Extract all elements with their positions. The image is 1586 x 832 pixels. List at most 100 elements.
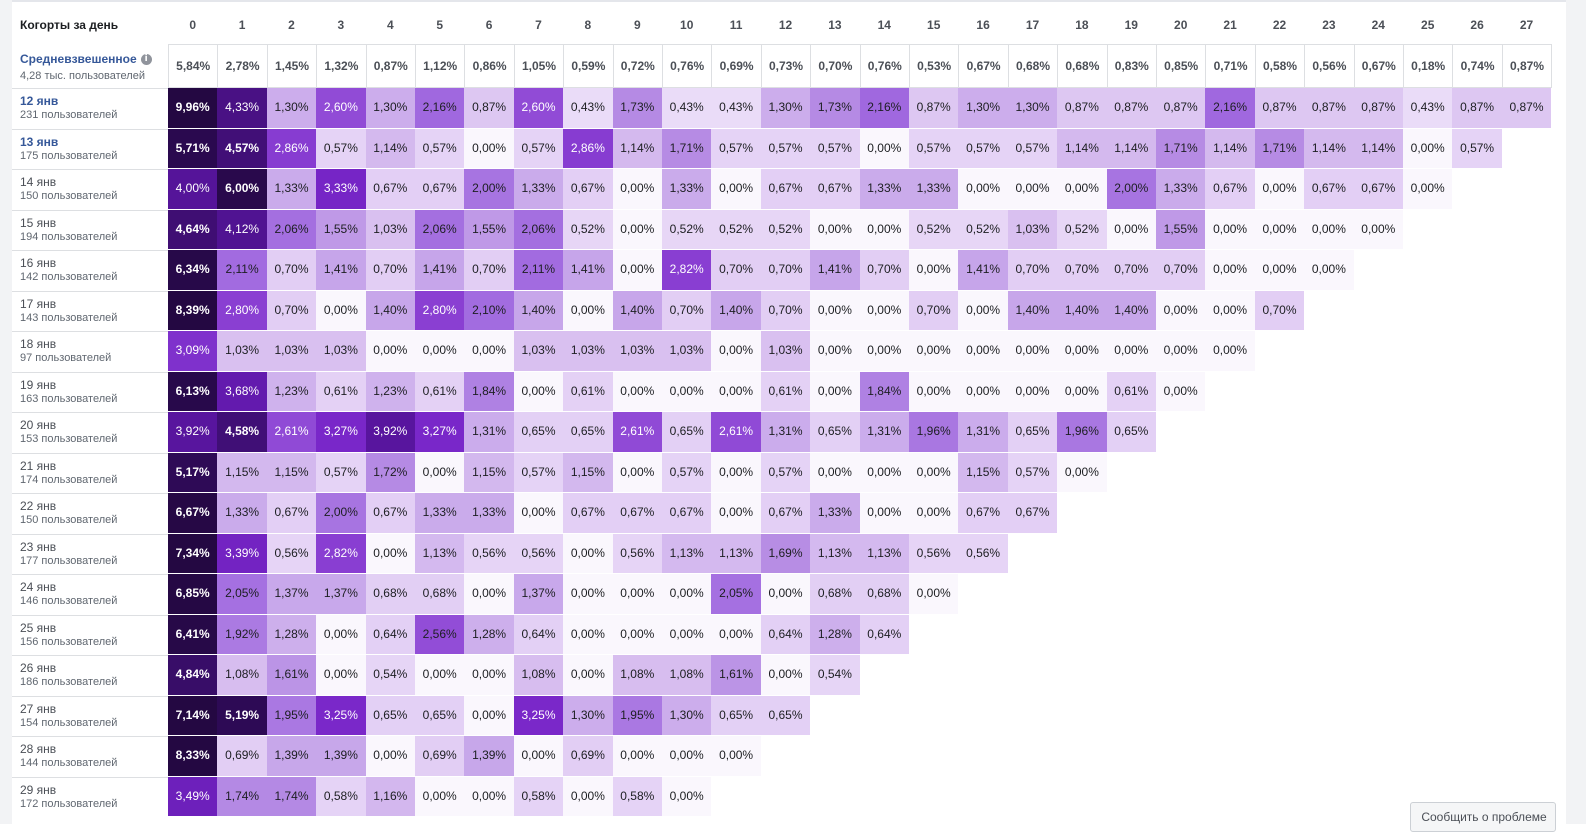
retention-cell[interactable]: 4,12%	[217, 209, 268, 250]
retention-cell[interactable]: 0,67%	[1007, 493, 1059, 534]
retention-cell[interactable]: 0,00%	[365, 331, 416, 372]
retention-cell[interactable]: 0,58%	[513, 776, 565, 817]
retention-cell[interactable]: 1,13%	[662, 533, 713, 574]
retention-cell[interactable]: 0,57%	[415, 128, 466, 169]
retention-cell[interactable]: 0,00%	[909, 493, 960, 534]
retention-cell[interactable]: 1,14%	[1205, 128, 1256, 169]
retention-cell[interactable]: 0,67%	[365, 493, 416, 534]
retention-cell[interactable]: 0,52%	[958, 209, 1009, 250]
retention-cell[interactable]: 2,06%	[415, 209, 466, 250]
retention-cell[interactable]: 1,03%	[662, 331, 713, 372]
retention-cell[interactable]: 1,28%	[464, 614, 515, 655]
retention-cell[interactable]: 2,82%	[316, 533, 367, 574]
retention-cell[interactable]: 0,00%	[760, 574, 812, 615]
retention-cell[interactable]: 2,86%	[266, 128, 318, 169]
retention-cell[interactable]: 3,68%	[217, 371, 268, 412]
retention-cell[interactable]: 0,00%	[365, 736, 416, 777]
retention-cell[interactable]: 3,92%	[168, 412, 219, 453]
retention-cell[interactable]: 1,03%	[760, 331, 812, 372]
retention-cell[interactable]: 1,14%	[1353, 128, 1404, 169]
retention-cell[interactable]: 1,69%	[760, 533, 812, 574]
retention-cell[interactable]: 5,19%	[217, 695, 268, 736]
retention-cell[interactable]: 0,00%	[612, 452, 663, 493]
retention-cell[interactable]: 0,00%	[464, 695, 515, 736]
retention-cell[interactable]: 0,52%	[711, 209, 762, 250]
retention-cell[interactable]: 0,70%	[266, 290, 318, 331]
retention-cell[interactable]: 1,92%	[217, 614, 268, 655]
retention-cell[interactable]: 3,25%	[316, 695, 367, 736]
retention-cell[interactable]: 0,67%	[760, 169, 812, 210]
retention-cell[interactable]: 1,71%	[1156, 128, 1207, 169]
retention-cell[interactable]: 0,58%	[612, 776, 663, 817]
retention-cell[interactable]: 2,00%	[316, 493, 367, 534]
retention-cell[interactable]: 0,57%	[513, 128, 565, 169]
retention-cell[interactable]: 0,00%	[612, 614, 663, 655]
retention-cell[interactable]: 0,56%	[464, 533, 515, 574]
retention-cell[interactable]: 2,60%	[513, 88, 565, 129]
retention-cell[interactable]: 1,30%	[1007, 88, 1059, 129]
retention-cell[interactable]: 2,61%	[711, 412, 762, 453]
retention-cell[interactable]: 0,87%	[1501, 88, 1553, 129]
retention-cell[interactable]: 1,61%	[266, 655, 318, 696]
retention-cell[interactable]: 0,00%	[958, 371, 1009, 412]
retention-cell[interactable]: 0,52%	[1057, 209, 1108, 250]
retention-cell[interactable]: 0,57%	[711, 128, 762, 169]
retention-cell[interactable]: 0,00%	[316, 655, 367, 696]
retention-cell[interactable]: 1,71%	[662, 128, 713, 169]
retention-cell[interactable]: 0,00%	[1156, 331, 1207, 372]
retention-cell[interactable]: 1,08%	[662, 655, 713, 696]
retention-cell[interactable]: 1,71%	[1254, 128, 1306, 169]
retention-cell[interactable]: 0,56%	[513, 533, 565, 574]
retention-cell[interactable]: 1,13%	[859, 533, 910, 574]
retention-cell[interactable]: 0,00%	[1007, 169, 1059, 210]
retention-cell[interactable]: 0,70%	[1106, 250, 1157, 291]
retention-cell[interactable]: 1,15%	[563, 452, 614, 493]
retention-cell[interactable]: 0,00%	[612, 371, 663, 412]
retention-cell[interactable]: 0,56%	[266, 533, 318, 574]
retention-cell[interactable]: 2,60%	[316, 88, 367, 129]
retention-cell[interactable]: 6,00%	[217, 169, 268, 210]
retention-cell[interactable]: 0,00%	[1254, 209, 1306, 250]
retention-cell[interactable]: 0,64%	[760, 614, 812, 655]
retention-cell[interactable]: 0,57%	[513, 452, 565, 493]
retention-cell[interactable]: 0,00%	[662, 371, 713, 412]
retention-cell[interactable]: 0,57%	[316, 452, 367, 493]
retention-cell[interactable]: 0,00%	[612, 169, 663, 210]
retention-cell[interactable]: 1,96%	[1057, 412, 1108, 453]
retention-cell[interactable]: 0,00%	[1057, 371, 1108, 412]
retention-cell[interactable]: 3,27%	[316, 412, 367, 453]
retention-cell[interactable]: 2,80%	[415, 290, 466, 331]
retention-cell[interactable]: 1,33%	[909, 169, 960, 210]
retention-cell[interactable]: 0,00%	[711, 169, 762, 210]
retention-cell[interactable]: 0,00%	[909, 452, 960, 493]
retention-cell[interactable]: 0,00%	[316, 290, 367, 331]
retention-cell[interactable]: 0,00%	[1205, 250, 1256, 291]
retention-cell[interactable]: 0,57%	[909, 128, 960, 169]
retention-cell[interactable]: 0,57%	[1452, 128, 1503, 169]
retention-cell[interactable]: 0,00%	[1254, 169, 1306, 210]
retention-cell[interactable]: 0,00%	[1205, 209, 1256, 250]
report-problem-button[interactable]: Сообщить о проблеме	[1410, 802, 1556, 832]
retention-cell[interactable]: 0,70%	[1057, 250, 1108, 291]
retention-cell[interactable]: 0,68%	[365, 574, 416, 615]
retention-cell[interactable]: 0,00%	[859, 128, 910, 169]
retention-cell[interactable]: 0,00%	[1205, 331, 1256, 372]
retention-cell[interactable]: 0,70%	[909, 290, 960, 331]
retention-cell[interactable]: 0,69%	[415, 736, 466, 777]
retention-cell[interactable]: 1,33%	[217, 493, 268, 534]
retention-cell[interactable]: 1,33%	[266, 169, 318, 210]
retention-cell[interactable]: 0,65%	[415, 695, 466, 736]
retention-cell[interactable]: 0,67%	[1205, 169, 1256, 210]
retention-cell[interactable]: 0,00%	[365, 533, 416, 574]
retention-cell[interactable]: 1,37%	[266, 574, 318, 615]
retention-cell[interactable]: 0,00%	[563, 574, 614, 615]
retention-cell[interactable]: 0,00%	[415, 452, 466, 493]
retention-cell[interactable]: 1,13%	[810, 533, 861, 574]
retention-cell[interactable]: 3,25%	[513, 695, 565, 736]
retention-cell[interactable]: 0,00%	[1057, 331, 1108, 372]
retention-cell[interactable]: 0,65%	[563, 412, 614, 453]
retention-cell[interactable]: 0,61%	[316, 371, 367, 412]
retention-cell[interactable]: 1,31%	[760, 412, 812, 453]
retention-cell[interactable]: 0,87%	[464, 88, 515, 129]
retention-cell[interactable]: 4,57%	[217, 128, 268, 169]
